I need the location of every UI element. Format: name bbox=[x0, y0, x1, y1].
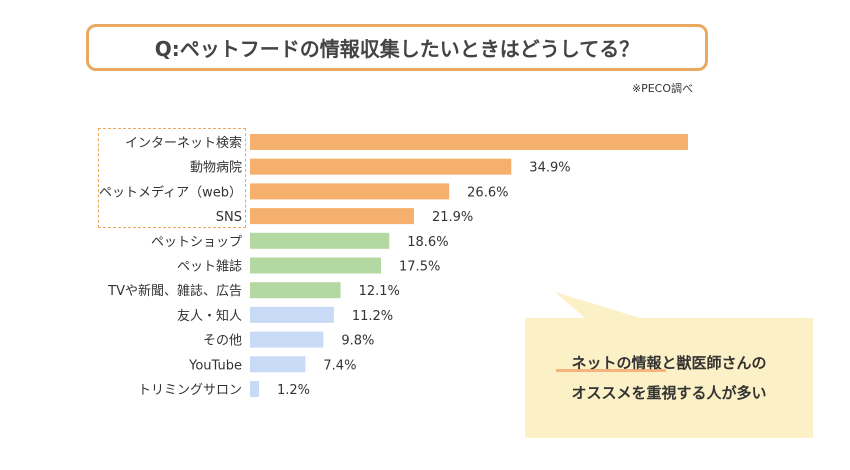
value-label-9: 7.4% bbox=[323, 358, 356, 373]
category-label-6: TVや新聞、雑誌、広告 bbox=[107, 283, 242, 299]
value-label-6: 12.1% bbox=[359, 284, 400, 299]
top-four-highlight-box bbox=[98, 128, 246, 228]
callout-underline bbox=[556, 369, 666, 372]
source-note: ※PECO調べ bbox=[631, 82, 693, 95]
bar-8 bbox=[250, 331, 324, 348]
bar-1 bbox=[250, 158, 512, 175]
bar-7 bbox=[250, 306, 334, 323]
bar-0 bbox=[250, 134, 688, 150]
value-label-7: 11.2% bbox=[352, 309, 393, 324]
category-label-1: 動物病院 bbox=[190, 161, 242, 176]
callout-pointer bbox=[555, 292, 640, 318]
value-label-5: 17.5% bbox=[399, 260, 440, 275]
category-label-3: SNS bbox=[216, 210, 242, 225]
value-label-2: 26.6% bbox=[467, 185, 508, 200]
category-label-4: ペットショップ bbox=[151, 235, 242, 250]
value-label-1: 34.9% bbox=[529, 161, 570, 176]
bar-2 bbox=[250, 183, 450, 200]
bar-4 bbox=[250, 232, 390, 249]
category-label-5: ペット雑誌 bbox=[177, 259, 242, 275]
category-label-0: インターネット検索 bbox=[125, 136, 242, 151]
category-label-9: YouTube bbox=[188, 358, 242, 373]
question-title: Q:ペットフードの情報収集したいときはどうしてる？ bbox=[86, 24, 708, 71]
value-label-4: 18.6% bbox=[407, 235, 448, 250]
callout-line-1: ネットの情報と獣医師さんの bbox=[571, 354, 767, 372]
value-label-3: 21.9% bbox=[432, 210, 473, 225]
bar-3 bbox=[250, 208, 414, 225]
bar-5 bbox=[250, 257, 382, 274]
bar-10 bbox=[250, 381, 259, 397]
category-label-7: 友人・知人 bbox=[177, 308, 242, 324]
callout-line-2: オススメを重視する人が多い bbox=[571, 384, 767, 402]
value-label-8: 9.8% bbox=[341, 334, 374, 349]
bar-9 bbox=[250, 356, 306, 373]
bar-6 bbox=[250, 282, 341, 299]
category-label-8: その他 bbox=[203, 334, 242, 349]
callout-box: ネットの情報と獣医師さんの オススメを重視する人が多い bbox=[525, 318, 813, 438]
category-label-2: ペットメディア（web） bbox=[99, 184, 242, 200]
callout-text: ネットの情報と獣医師さんの オススメを重視する人が多い bbox=[525, 348, 813, 408]
category-label-10: トリミングサロン bbox=[138, 383, 242, 398]
value-label-10: 1.2% bbox=[277, 383, 310, 398]
